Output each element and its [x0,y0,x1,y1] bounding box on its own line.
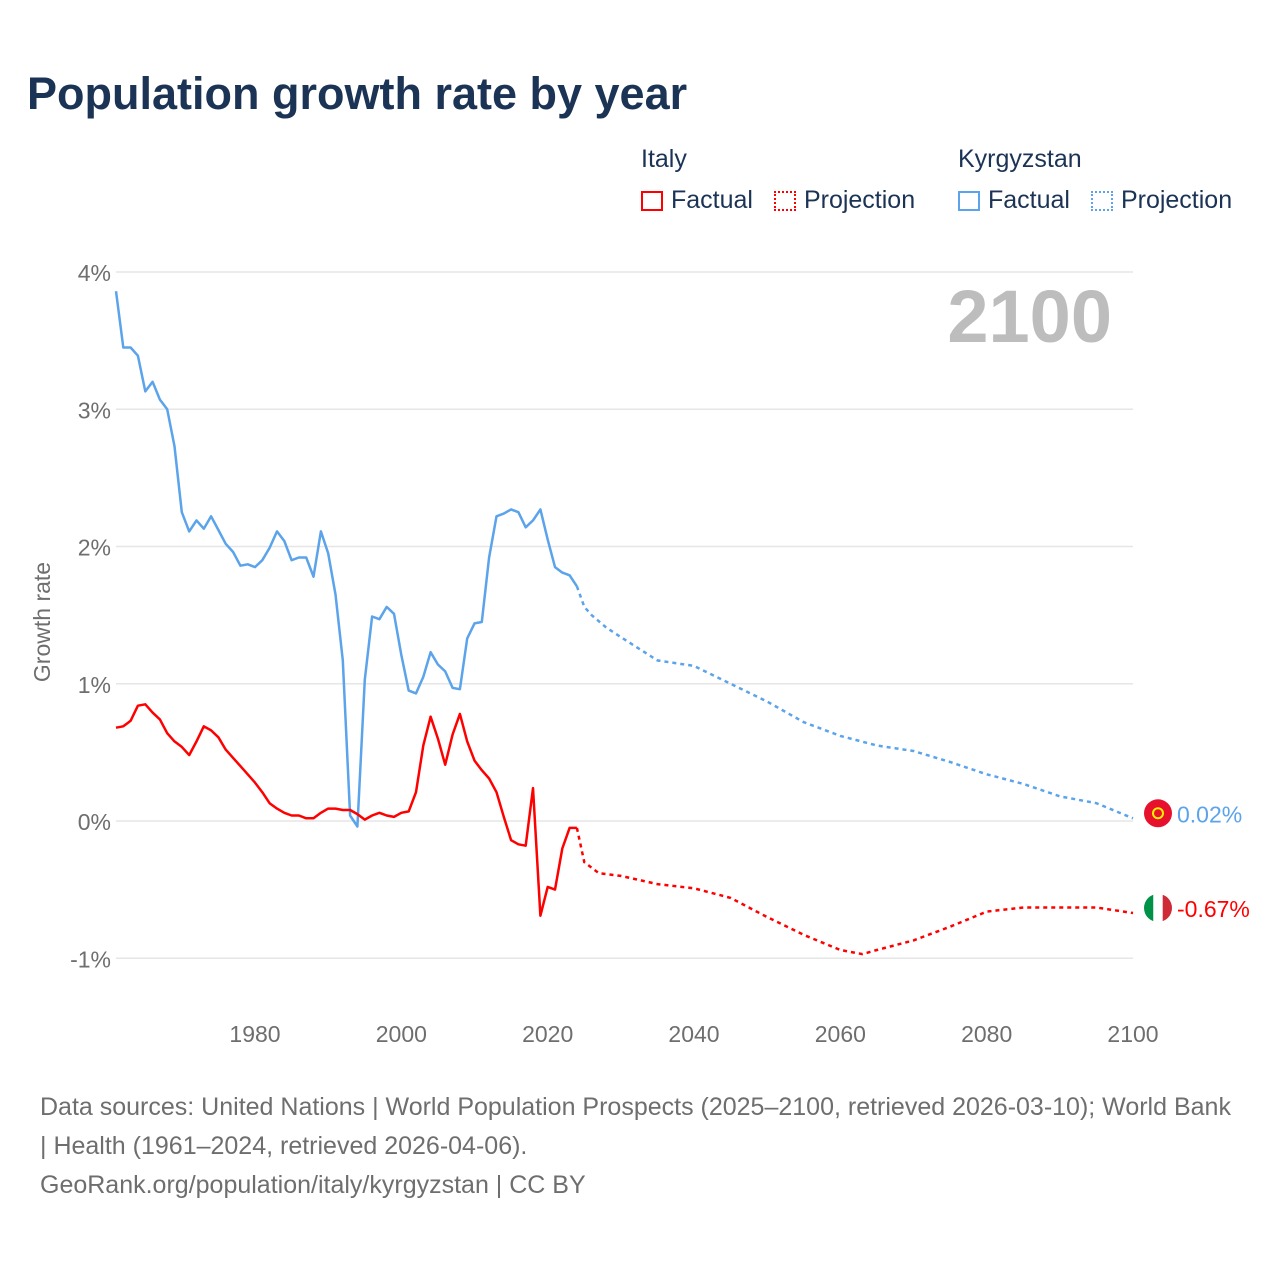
chart-title: Population growth rate by year [27,68,688,119]
kyrgyzstan-factual-line [114,291,578,828]
solid-swatch-icon [641,190,663,211]
chart-area: 4% 3% 2% 1% 0% -1% 1980 2000 2020 2040 2060 2080 210… [29,260,1250,1047]
legend-kyrgyzstan-projection[interactable]: Projection [1090,186,1233,215]
legend-italy-projection[interactable]: Projection [773,186,916,215]
italy-end-value-label: -0.67% [1177,896,1250,922]
legend-label: Projection [803,186,916,214]
x-tick-label: 2040 [668,1021,719,1047]
solid-swatch-icon [958,190,980,211]
kyrgyzstan-end-value-label: 0.02% [1177,801,1242,827]
x-tick-label: 2080 [961,1021,1012,1047]
legend-italy-name: Italy [641,145,687,173]
italy-factual-line [115,703,577,917]
kyrgyzstan-projection-line [575,585,1134,820]
dotted-swatch-icon [1090,190,1113,211]
legend-label: Factual [671,186,753,214]
source-link[interactable]: GeoRank.org/population/italy/kyrgyzstan … [40,1171,586,1199]
italy-flag-icon [1144,893,1172,922]
y-tick-label: 0% [78,809,111,835]
legend-kyrgyzstan: Kyrgyzstan Factual Projection [958,145,1246,218]
y-tick-label: 4% [78,260,111,286]
x-tick-label: 1980 [229,1021,280,1047]
source-note: Data sources: United Nations | World Pop… [40,1088,1240,1205]
dotted-swatch-icon [773,190,796,211]
source-text: Data sources: United Nations | World Pop… [40,1093,1231,1160]
y-axis-label: Growth rate [29,562,55,682]
legend-italy: Italy Factual Projection [641,145,929,218]
legend-italy-factual[interactable]: Factual [641,186,753,215]
italy-projection-line [575,827,1134,956]
y-tick-label: -1% [70,946,111,972]
y-tick-label: 2% [78,535,111,561]
x-tick-label: 2060 [815,1021,866,1047]
current-year-label: 2100 [947,275,1112,358]
x-tick-label: 2000 [376,1021,427,1047]
y-tick-label: 3% [78,397,111,423]
kyrgyzstan-flag-icon [1144,799,1172,828]
legend-kyrgyzstan-factual[interactable]: Factual [958,186,1070,215]
legend-label: Projection [1120,186,1233,214]
y-tick-label: 1% [78,672,111,698]
legend-label: Factual [988,186,1070,214]
x-tick-label: 2020 [522,1021,573,1047]
x-tick-label: 2100 [1107,1021,1158,1047]
legend-kyrgyzstan-name: Kyrgyzstan [958,145,1082,173]
